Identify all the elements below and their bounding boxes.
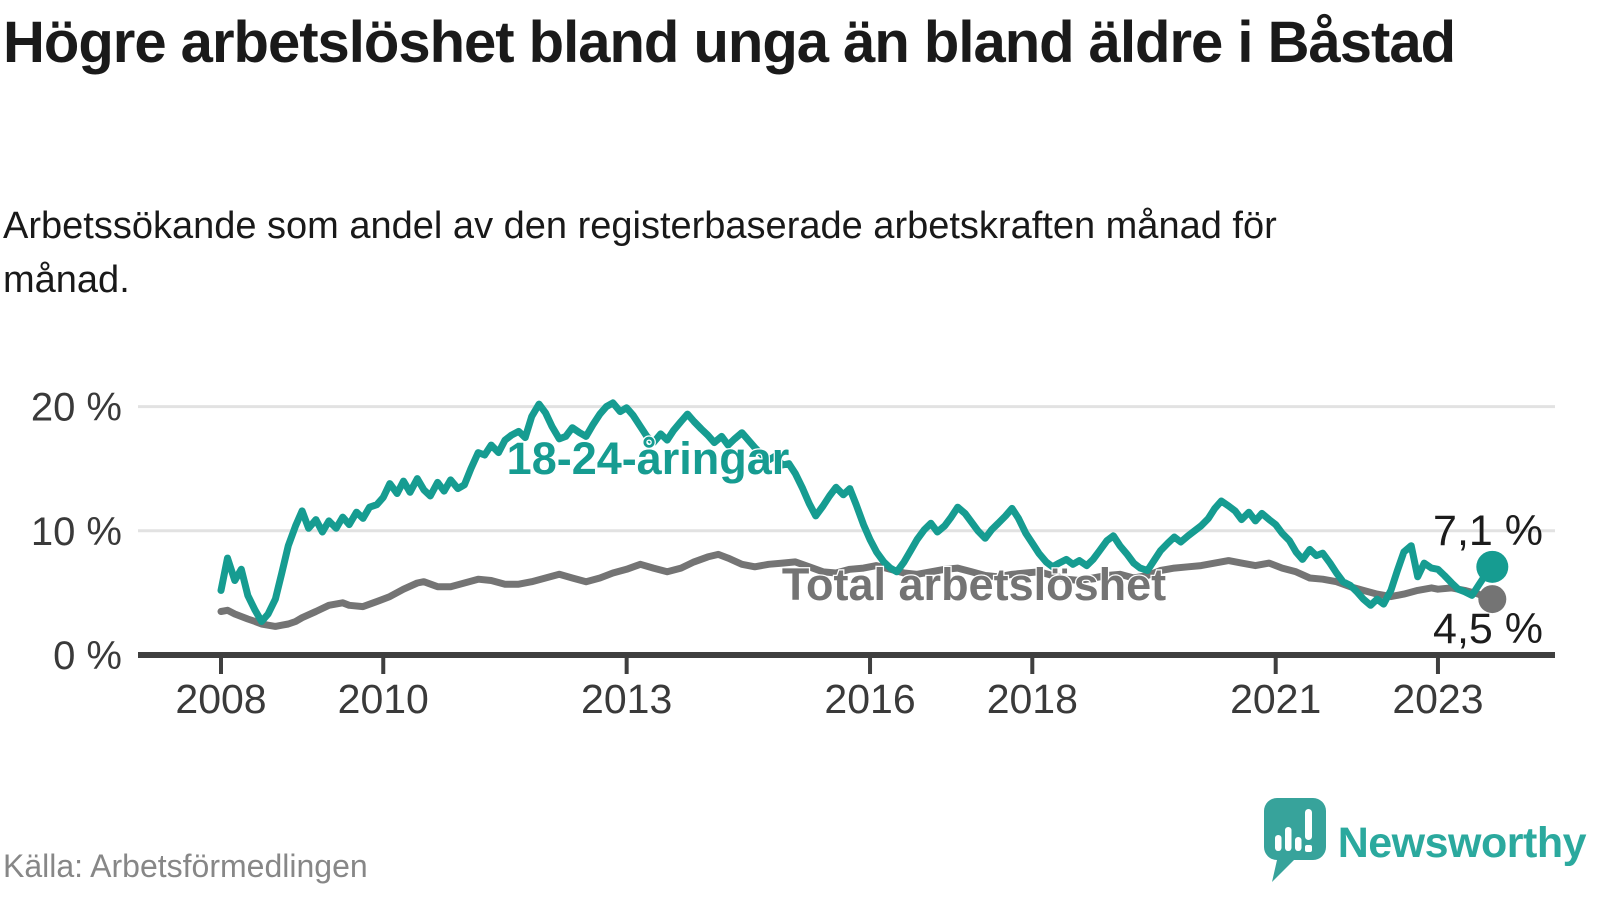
end-value-label-total: 4,5 %: [1433, 605, 1543, 653]
series-label-total: Total arbetslöshet: [782, 559, 1166, 610]
annotation-layer: 18-24-åringar Total arbetslöshet 7,1 % 4,5 …: [505, 432, 1543, 653]
series-line-total: [217, 550, 1496, 630]
source-note: Källa: Arbetsförmedlingen: [3, 848, 368, 884]
newsworthy-logo: Newsworthy: [1263, 798, 1587, 884]
x-tick-label: 2013: [581, 676, 672, 722]
x-tick-label: 2018: [987, 676, 1078, 722]
page-subtitle: Arbetssökande som andel av den registerb…: [3, 205, 1277, 301]
end-value-label-youth: 7,1 %: [1433, 507, 1543, 555]
series-layer: [217, 399, 1509, 630]
y-tick-label: 20 %: [31, 386, 122, 430]
logo-exclamation-dot: [1304, 845, 1312, 852]
page-title: Högre arbetslöshet bland unga än bland ä…: [3, 10, 1456, 75]
x-tick-label: 2023: [1392, 676, 1483, 722]
series-end-dot-youth: [1476, 550, 1509, 583]
logo-bar-small: [1274, 835, 1282, 851]
newsworthy-logo-icon: [1263, 798, 1326, 882]
grid-layer: [138, 405, 1555, 533]
series-label-youth: 18-24-åringar: [507, 433, 790, 484]
y-tick-label: 0 %: [53, 634, 122, 678]
x-tick-label: 2021: [1230, 676, 1321, 722]
axis-layer: 0 % 10 % 20 % 2008 2010 2013 2016 2018 2021 2023: [31, 386, 1555, 722]
logo-exclamation-bar: [1304, 809, 1312, 840]
x-tick-label: 2008: [175, 676, 266, 722]
x-tick-label: 2010: [338, 676, 429, 722]
x-tick-label: 2016: [824, 676, 915, 722]
series-line-youth: [217, 399, 1496, 625]
y-tick-label: 10 %: [31, 510, 122, 554]
series-end-dot-total: [1478, 585, 1507, 614]
newsworthy-logo-text: Newsworthy: [1337, 818, 1587, 867]
logo-bar-medium: [1294, 837, 1302, 851]
logo-bar-tall: [1284, 827, 1292, 851]
